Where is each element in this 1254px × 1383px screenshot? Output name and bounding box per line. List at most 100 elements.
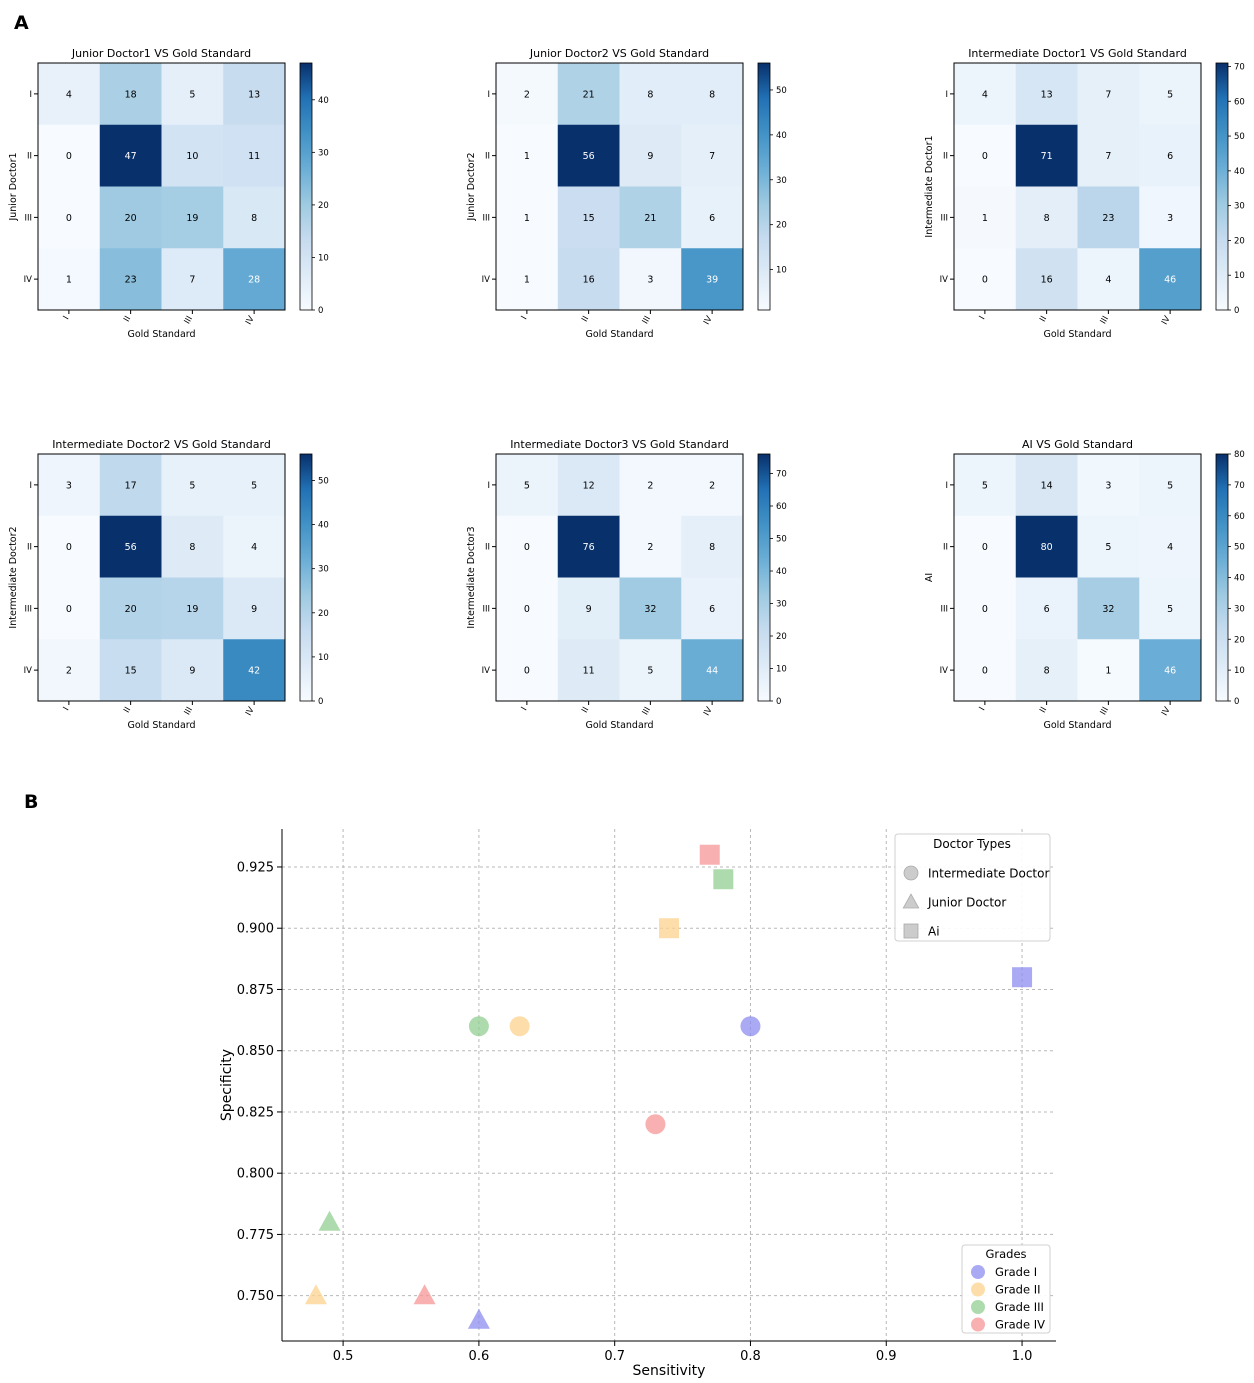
x-tick-label: I [62, 706, 72, 713]
heatmap-cell-value: 13 [248, 89, 260, 100]
heatmap-cell [38, 124, 101, 187]
heatmap-cell [954, 515, 1017, 578]
colorbar-tick-label: 50 [776, 535, 787, 545]
colorbar-tick-label: 70 [776, 470, 787, 480]
heatmap-cell [99, 577, 162, 640]
heatmap-cell [681, 124, 744, 187]
x-tick-label: IV [244, 705, 257, 717]
x-tick-label: IV [1160, 314, 1173, 326]
heatmap-cell-value: 5 [982, 480, 988, 491]
heatmap-cell [1015, 577, 1078, 640]
scatter-point-triangle [467, 1308, 490, 1329]
legend-label: Intermediate Doctor [928, 867, 1049, 881]
y-tick-label: 0.775 [237, 1228, 274, 1243]
heatmap-cell [223, 454, 286, 517]
y-tick-label: III [24, 604, 32, 614]
colorbar-tick-label: 30 [1234, 202, 1245, 212]
colorbar-tick-label: 50 [1234, 543, 1245, 553]
colorbar-tick-label: 50 [776, 86, 787, 96]
confusion-matrix-4: Intermediate Doctor2 VS Gold Standard 3 17… [8, 438, 329, 731]
heatmap-cell-value: 20 [125, 604, 137, 615]
colorbar-tick-label: 70 [1234, 62, 1245, 72]
heatmap-cell-value: 3 [1167, 213, 1173, 224]
heatmap-cell-value: 7 [709, 151, 715, 162]
y-tick-label: 0.800 [237, 1167, 274, 1182]
y-tick-label: I [29, 90, 32, 100]
heatmap-frame [495, 453, 744, 702]
heatmap-cell-value: 6 [1167, 151, 1173, 162]
colorbar-tick-label: 40 [1234, 167, 1245, 177]
x-tick-label: 0.8 [740, 1349, 761, 1364]
x-tick-label: II [1038, 706, 1049, 715]
heatmap-cell-value: 10 [186, 151, 198, 162]
y-tick-label: IV [940, 275, 949, 285]
heatmap-title: Junior Doctor1 VS Gold Standard [71, 47, 251, 60]
heatmap-cell [954, 186, 1017, 249]
x-tick-label: III [1099, 315, 1111, 327]
heatmap-cell [223, 639, 286, 702]
heatmap-cell [557, 186, 620, 249]
heatmap-cell [557, 454, 620, 517]
heatmap-cell [1077, 639, 1140, 702]
colorbar-tick-label: 10 [1234, 666, 1245, 676]
heatmap-cell-value: 47 [125, 151, 137, 162]
x-axis-label: Gold Standard [585, 720, 653, 731]
heatmap-cell [954, 248, 1017, 311]
colorbar [299, 453, 313, 702]
heatmap-cell-value: 8 [709, 542, 715, 553]
y-axis-label: Junior Doctor2 [466, 152, 477, 221]
colorbar-tick-label: 70 [1234, 481, 1245, 491]
heatmap-cell-value: 4 [251, 542, 257, 553]
scatter-point-triangle [413, 1284, 436, 1305]
legend-title: Doctor Types [933, 837, 1011, 851]
heatmap-cell-value: 11 [248, 151, 260, 162]
heatmap-cell-value: 1 [1105, 666, 1111, 677]
sensitivity-specificity-scatter: 0.5 0.6 0.7 0.8 0.9 1.0 0.750 0.775 0.800 0.825 0.… [219, 829, 1056, 1379]
heatmap-cell-value: 5 [1167, 480, 1173, 491]
heatmap-cell [681, 248, 744, 311]
heatmap-cell [1077, 577, 1140, 640]
legend-title: Grades [985, 1247, 1026, 1261]
heatmap-cell [496, 248, 559, 311]
x-tick-label: IV [244, 314, 257, 326]
heatmap-cell [496, 454, 559, 517]
y-axis-label: Specificity [219, 1049, 235, 1121]
heatmap-cell-value: 76 [583, 542, 595, 553]
heatmap-cell [1139, 639, 1202, 702]
heatmap-cell [1077, 454, 1140, 517]
heatmap-cell [619, 248, 682, 311]
heatmap-cell-value: 44 [706, 666, 718, 677]
heatmap-cell-value: 3 [647, 275, 653, 286]
y-tick-label: 0.875 [237, 983, 274, 998]
heatmap-cell-value: 1 [982, 213, 988, 224]
x-tick-label: 0.5 [333, 1349, 354, 1364]
heatmap-cell-value: 2 [647, 542, 653, 553]
heatmap-cell-value: 5 [524, 480, 530, 491]
heatmap-cell [619, 186, 682, 249]
x-tick-label: III [641, 706, 653, 718]
heatmap-cell [557, 515, 620, 578]
legend-color-swatch [971, 1282, 985, 1297]
heatmap-cell-value: 1 [66, 275, 72, 286]
colorbar-tick-label: 30 [776, 600, 787, 610]
y-tick-label: II [27, 152, 32, 162]
heatmap-cell-value: 56 [125, 542, 137, 553]
x-tick-label: II [122, 706, 133, 715]
scatter-point-square [713, 869, 734, 890]
heatmap-cell [99, 186, 162, 249]
x-tick-label: II [1038, 315, 1049, 324]
colorbar-tick-label: 50 [1234, 132, 1245, 142]
x-tick-label: I [978, 706, 988, 713]
heatmap-cell [954, 63, 1017, 126]
colorbar-tick-label: 0 [1234, 697, 1239, 707]
heatmap-cell [1077, 248, 1140, 311]
y-tick-label: IV [24, 275, 33, 285]
colorbar-tick-label: 30 [776, 176, 787, 186]
legend-frame [961, 1244, 1051, 1334]
legend-label: Grade I [995, 1265, 1037, 1279]
y-tick-label: I [487, 90, 490, 100]
heatmap-cell-value: 16 [1041, 275, 1053, 286]
x-axis-label: Gold Standard [1043, 720, 1111, 731]
heatmap-cell-value: 0 [66, 604, 72, 615]
heatmap-cell-value: 46 [1164, 666, 1176, 677]
